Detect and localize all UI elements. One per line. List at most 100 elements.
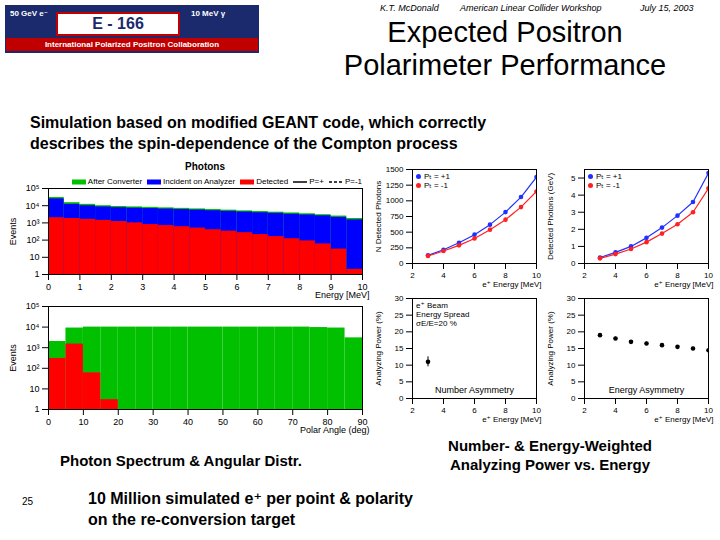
svg-text:50: 50	[218, 417, 228, 427]
svg-text:5: 5	[399, 377, 404, 386]
svg-text:10³: 10³	[26, 343, 39, 353]
svg-text:4: 4	[613, 271, 618, 280]
svg-text:25: 25	[567, 311, 576, 320]
svg-text:10: 10	[567, 361, 576, 370]
svg-text:e⁺ Energy [MeV]: e⁺ Energy [MeV]	[482, 280, 541, 289]
svg-text:N Detected Photons: N Detected Photons	[374, 181, 383, 253]
svg-text:30: 30	[567, 294, 576, 303]
svg-text:2: 2	[410, 271, 415, 280]
svg-text:4: 4	[172, 282, 177, 292]
svg-text:8: 8	[297, 282, 302, 292]
svg-text:10: 10	[29, 252, 39, 262]
svg-text:0: 0	[571, 259, 576, 268]
html-text:Photons: Photons	[185, 161, 225, 172]
svg-text:2: 2	[582, 271, 587, 280]
svg-text:0: 0	[399, 259, 404, 268]
svg-text:2: 2	[571, 225, 576, 234]
svg-text:90: 90	[357, 416, 368, 427]
svg-text:10²: 10²	[26, 363, 39, 373]
svg-text:2: 2	[410, 406, 415, 415]
svg-text:15: 15	[395, 344, 404, 353]
html-text:describes the spin-dependence: describes the spin-dependence of the Com…	[30, 135, 458, 152]
svg-text:6: 6	[644, 271, 649, 280]
svg-text:e⁺ Energy [MeV]: e⁺ Energy [MeV]	[654, 280, 713, 289]
svg-text:10²: 10²	[26, 235, 39, 245]
svg-text:0: 0	[571, 394, 576, 403]
svg-text:2: 2	[109, 282, 114, 292]
svg-text:10⁴: 10⁴	[26, 201, 40, 211]
svg-text:15: 15	[567, 344, 576, 353]
svg-text:20: 20	[113, 417, 123, 427]
svg-text:Detected Photons (GeV): Detected Photons (GeV)	[546, 173, 555, 260]
html-text:American Linear Collider Works: American Linear Collider Workshop	[460, 3, 602, 13]
svg-text:2: 2	[582, 406, 587, 415]
svg-text:Events: Events	[8, 217, 18, 245]
svg-text:1500: 1500	[386, 165, 404, 174]
svg-text:10⁵: 10⁵	[26, 301, 40, 311]
html-text:July 15, 2003: July 15, 2003	[640, 3, 694, 13]
svg-text:70: 70	[288, 417, 298, 427]
svg-text:60: 60	[253, 417, 263, 427]
html-text:Expected Positron: Expected Positron	[387, 16, 623, 48]
svg-text:10: 10	[395, 361, 404, 370]
svg-text:0: 0	[46, 282, 51, 292]
svg-text:6: 6	[234, 282, 239, 292]
svg-text:e⁺ Energy [MeV]: e⁺ Energy [MeV]	[654, 415, 713, 424]
svg-text:Energy Asymmetry: Energy Asymmetry	[609, 385, 685, 395]
svg-text:30: 30	[148, 417, 158, 427]
svg-text:Number Asymmetry: Number Asymmetry	[435, 385, 515, 395]
html-text:E - 166: E - 166	[92, 15, 144, 32]
svg-text:Analyzing Power (%): Analyzing Power (%)	[374, 311, 383, 386]
svg-text:10: 10	[29, 384, 39, 394]
svg-text:4: 4	[613, 406, 618, 415]
svg-text:250: 250	[390, 243, 404, 252]
svg-text:25: 25	[395, 311, 404, 320]
svg-text:1: 1	[34, 269, 39, 279]
svg-text:30: 30	[395, 294, 404, 303]
html-text:K.T. McDonald: K.T. McDonald	[380, 3, 439, 13]
html-text:Analyzing Power vs. Energy: Analyzing Power vs. Energy	[450, 456, 650, 473]
svg-text:4: 4	[441, 406, 446, 415]
html-text:Simulation based on modified G: Simulation based on modified GEANT code,…	[30, 114, 487, 131]
svg-text:0: 0	[399, 394, 404, 403]
svg-text:Polar Angle (deg): Polar Angle (deg)	[300, 425, 370, 435]
html-text:Number- & Energy-Weighted: Number- & Energy-Weighted	[448, 437, 652, 454]
svg-text:10⁴: 10⁴	[26, 322, 40, 332]
svg-text:1: 1	[77, 282, 82, 292]
svg-text:10³: 10³	[26, 218, 39, 228]
svg-text:1: 1	[34, 404, 39, 414]
svg-text:Analyzing Power (%): Analyzing Power (%)	[546, 311, 555, 386]
svg-text:750: 750	[390, 212, 404, 221]
svg-text:10⁵: 10⁵	[26, 183, 40, 193]
svg-text:3: 3	[140, 282, 145, 292]
svg-text:10: 10	[78, 417, 88, 427]
svg-text:3: 3	[571, 208, 576, 217]
svg-text:20: 20	[395, 327, 404, 336]
html-text:on the re-conversion target: on the re-conversion target	[88, 511, 296, 528]
svg-text:6: 6	[472, 271, 477, 280]
svg-text:7: 7	[266, 282, 271, 292]
svg-text:6: 6	[472, 406, 477, 415]
svg-text:6: 6	[644, 406, 649, 415]
svg-text:1250: 1250	[386, 181, 404, 190]
svg-text:40: 40	[183, 417, 193, 427]
svg-text:4: 4	[441, 271, 446, 280]
svg-text:Events: Events	[8, 344, 18, 372]
svg-text:20: 20	[567, 327, 576, 336]
svg-text:10: 10	[357, 281, 368, 292]
svg-text:5: 5	[571, 174, 576, 183]
svg-text:5: 5	[203, 282, 208, 292]
svg-text:500: 500	[390, 228, 404, 237]
svg-text:e⁺ Energy [MeV]: e⁺ Energy [MeV]	[482, 415, 541, 424]
svg-text:0: 0	[46, 417, 51, 427]
svg-text:80: 80	[322, 416, 333, 427]
svg-text:5: 5	[571, 377, 576, 386]
svg-text:1000: 1000	[386, 196, 404, 205]
html-text:Photon Spectrum & Angular Dist: Photon Spectrum & Angular Distr.	[60, 452, 302, 469]
svg-text:4: 4	[571, 191, 576, 200]
html-text:25: 25	[22, 496, 34, 507]
html-text:Polarimeter Performance: Polarimeter Performance	[343, 49, 667, 81]
svg-text:Energy [MeV]: Energy [MeV]	[315, 290, 370, 300]
svg-text:1: 1	[571, 242, 576, 251]
html-text:10 Million simulated e⁺ per po: 10 Million simulated e⁺ per point & pola…	[88, 490, 413, 507]
